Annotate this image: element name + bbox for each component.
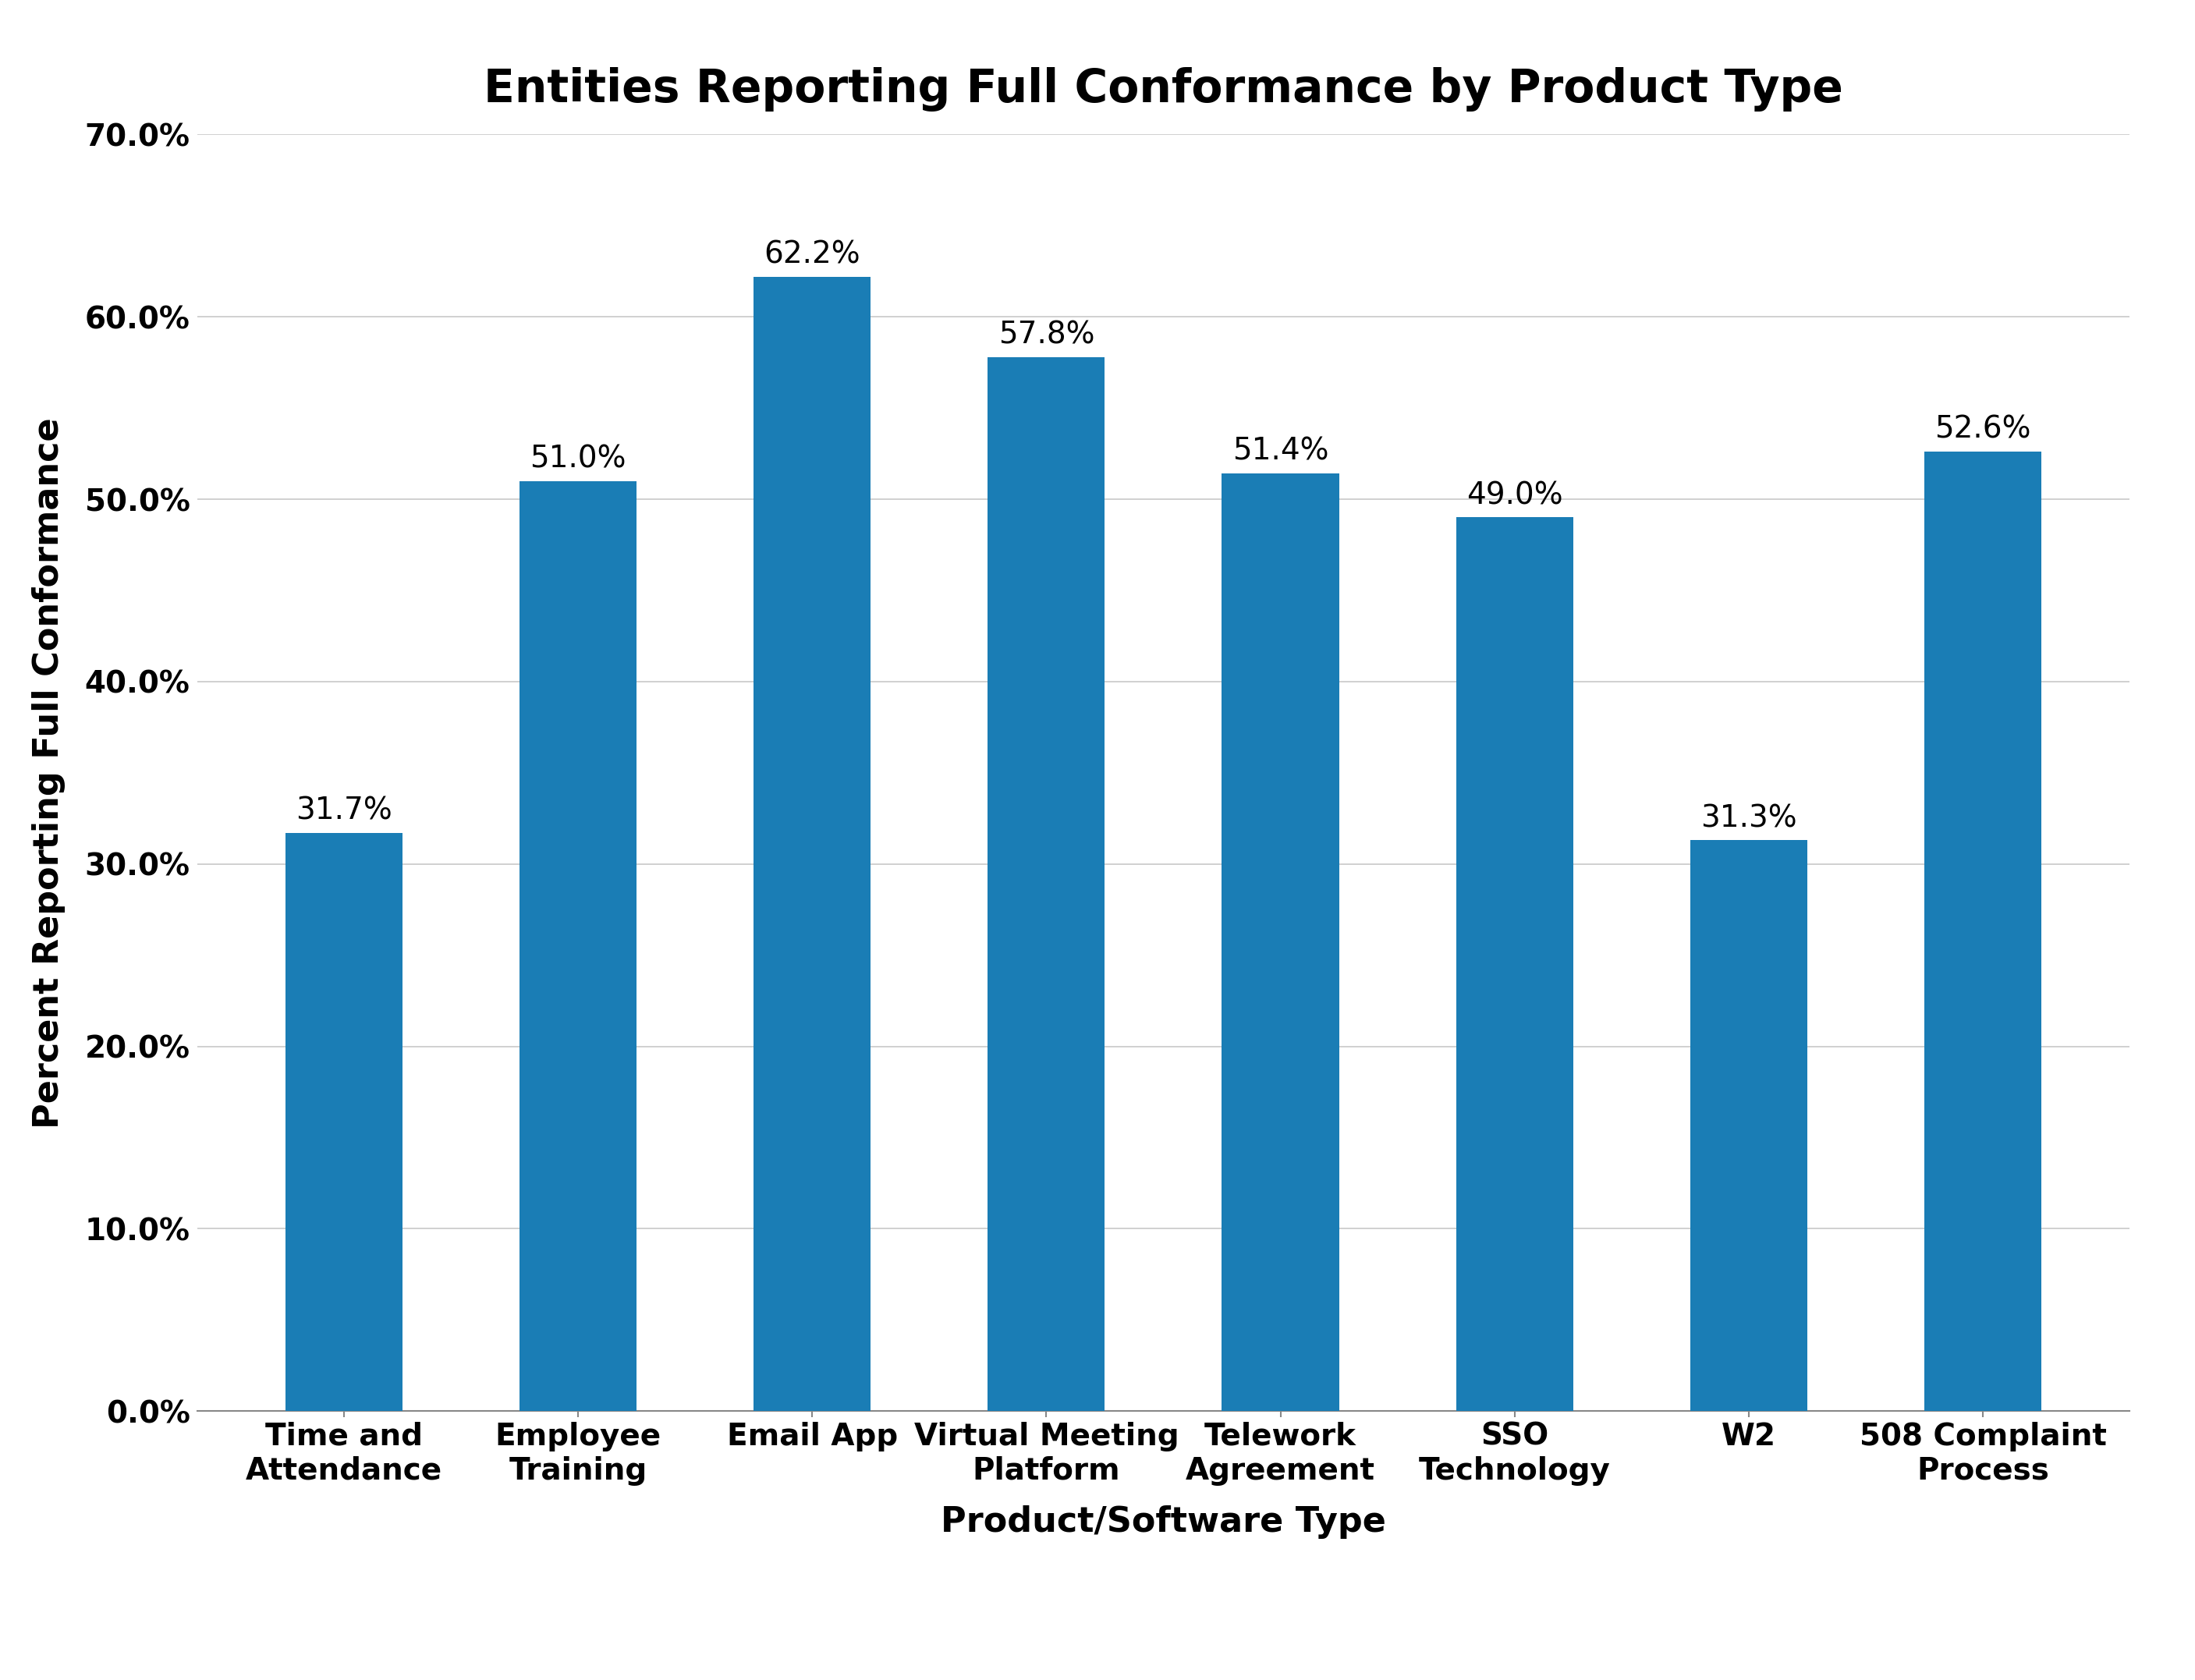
Bar (988, 356, 1104, 1411)
Y-axis label: Percent Reporting Full Conformance: Percent Reporting Full Conformance (31, 417, 66, 1129)
Text: 62.2%: 62.2% (764, 240, 860, 269)
Bar (1455, 517, 1574, 1411)
Text: 51.0%: 51.0% (529, 444, 626, 474)
Bar (285, 833, 402, 1411)
X-axis label: Product/Software Type: Product/Software Type (942, 1505, 1385, 1539)
Bar (1223, 474, 1339, 1411)
Text: 31.7%: 31.7% (296, 796, 393, 825)
Text: 31.3%: 31.3% (1701, 803, 1798, 833)
Title: Entities Reporting Full Conformance by Product Type: Entities Reporting Full Conformance by P… (483, 67, 1844, 111)
Text: 57.8%: 57.8% (999, 319, 1095, 349)
Bar (1925, 452, 2041, 1411)
Bar (520, 480, 637, 1411)
Text: 49.0%: 49.0% (1466, 480, 1563, 511)
Bar (753, 277, 871, 1411)
Text: 52.6%: 52.6% (1934, 415, 2030, 445)
Text: 51.4%: 51.4% (1231, 437, 1328, 467)
Bar (1690, 840, 1806, 1411)
